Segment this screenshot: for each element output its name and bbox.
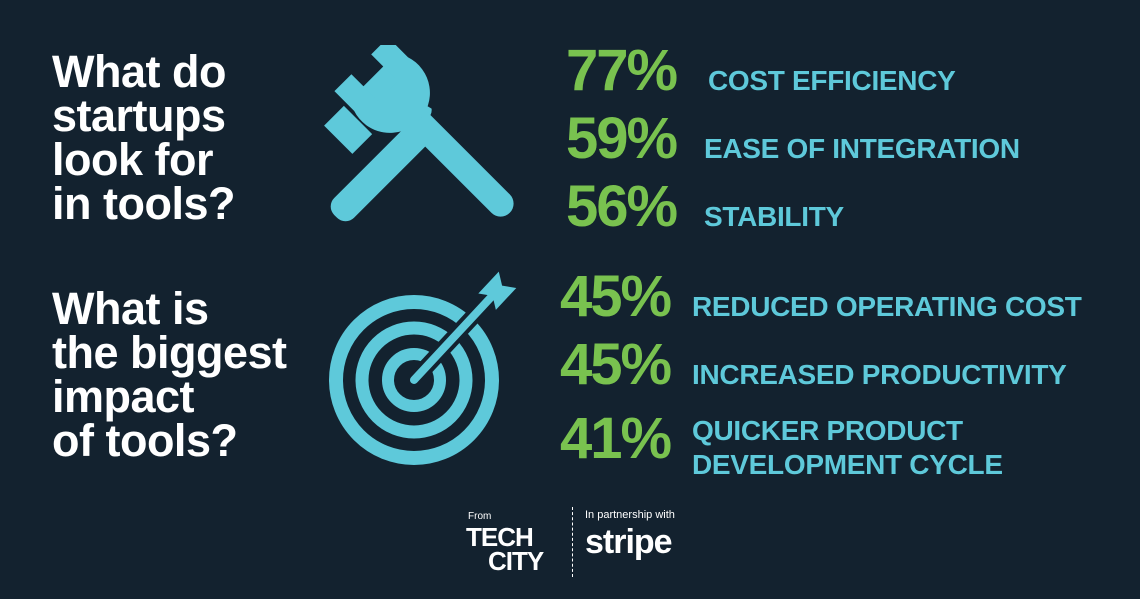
stat-label: QUICKER PRODUCT DEVELOPMENT CYCLE [692, 414, 1003, 482]
stat-label-line: QUICKER PRODUCT [692, 415, 963, 446]
stat-label: STABILITY [704, 201, 844, 232]
question-line: look for [52, 134, 213, 185]
stat-label-line: DEVELOPMENT CYCLE [692, 449, 1003, 480]
footer-divider [572, 507, 573, 577]
stat-reduced-operating-cost: 45% REDUCED OPERATING COST [560, 268, 1082, 326]
tech-city-logo-line: TECH [466, 522, 534, 552]
target-arrow-icon [329, 271, 517, 465]
stat-stability: 56% STABILITY [566, 178, 844, 236]
question-line: startups [52, 90, 226, 141]
stat-percentage: 45% [560, 332, 672, 397]
stat-percentage: 41% [560, 406, 672, 471]
stat-ease-of-integration: 59% EASE OF INTEGRATION [566, 110, 1020, 168]
question-line: the biggest [52, 327, 287, 378]
stat-label: INCREASED PRODUCTIVITY [692, 359, 1067, 390]
stat-percentage: 77% [566, 38, 678, 103]
stat-increased-productivity: 45% INCREASED PRODUCTIVITY [560, 336, 1067, 394]
tech-city-logo-line: CITY [488, 546, 544, 576]
question-startup-tools: What do startups look for in tools? [52, 46, 235, 229]
stat-label: COST EFFICIENCY [708, 65, 956, 96]
partnership-text: In partnership with [585, 509, 675, 521]
question-tools-impact: What is the biggest impact of tools? [52, 283, 287, 466]
question-line: What do [52, 46, 226, 97]
question-line: of tools? [52, 415, 238, 466]
question-line: impact [52, 371, 195, 422]
stripe-logo: stripe [585, 523, 673, 561]
stat-label: EASE OF INTEGRATION [704, 133, 1020, 164]
tech-city-logo: TECH CITY [466, 522, 556, 576]
stat-percentage: 59% [566, 106, 678, 171]
question-line: What is [52, 283, 209, 334]
stat-percentage: 45% [560, 264, 672, 329]
stat-quicker-product-development: 41% QUICKER PRODUCT DEVELOPMENT CYCLE [560, 410, 1003, 482]
stat-cost-efficiency: 77% COST EFFICIENCY [566, 42, 956, 100]
hammer-wrench-icon [324, 45, 514, 222]
stat-label: REDUCED OPERATING COST [692, 291, 1082, 322]
from-text: From [468, 511, 492, 522]
footer-logos: From TECH CITY In partnership with strip… [0, 503, 1140, 583]
stat-percentage: 56% [566, 174, 678, 239]
question-line: in tools? [52, 178, 235, 229]
